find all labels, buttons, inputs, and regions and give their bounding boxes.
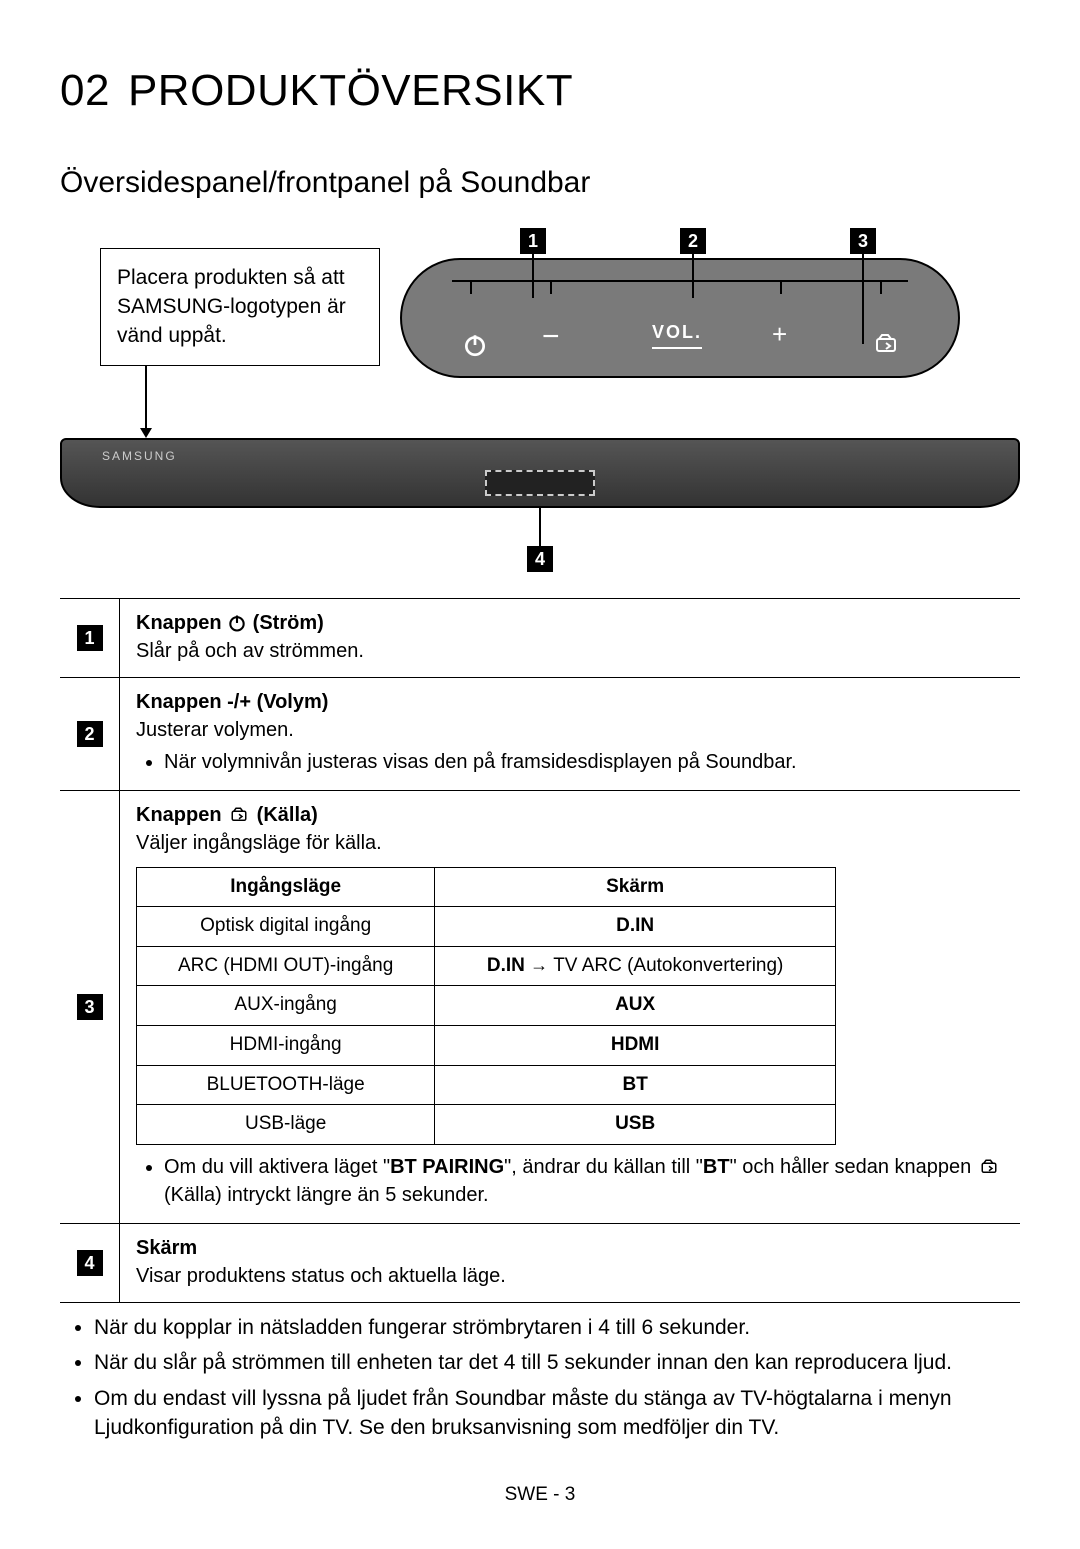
footnotes: När du kopplar in nätsladden fungerar st… (60, 1313, 1020, 1443)
orientation-callout: Placera produkten så att SAMSUNG-logotyp… (100, 248, 380, 366)
row-marker: 3 (77, 994, 103, 1020)
item2-bullet: När volymnivån justeras visas den på fra… (164, 748, 1008, 776)
feature-table: 1 Knappen (Ström) Slår på och av strömme… (60, 598, 1020, 1303)
rail-tick (470, 280, 472, 294)
volume-label: VOL. (652, 320, 702, 349)
source-icon (872, 332, 900, 365)
note-item: När du kopplar in nätsladden fungerar st… (94, 1313, 1020, 1342)
volume-minus-icon: − (542, 316, 560, 358)
item4-desc: Visar produktens status och aktuella läg… (136, 1265, 506, 1287)
top-panel: − VOL. + (400, 258, 960, 378)
row-content: Knappen (Ström) Slår på och av strömmen. (120, 599, 1020, 677)
source-icon (227, 806, 251, 824)
table-row: USB-läge USB (137, 1105, 836, 1145)
table-row: HDMI-ingång HDMI (137, 1025, 836, 1065)
rail-tick (780, 280, 782, 294)
feature-row-1: 1 Knappen (Ström) Slår på och av strömme… (60, 599, 1020, 678)
item4-title: Skärm (136, 1237, 197, 1259)
table-row: BLUETOOTH-läge BT (137, 1065, 836, 1105)
item3-title: Knappen (Källa) (136, 804, 318, 826)
row-marker: 4 (77, 1250, 103, 1276)
note-item: Om du endast vill lyssna på ljudet från … (94, 1384, 1020, 1443)
row-marker-cell: 1 (60, 599, 120, 677)
marker-line (539, 508, 541, 546)
row-marker-cell: 3 (60, 791, 120, 1223)
arrow-right-icon: → (530, 955, 553, 975)
marker-line (532, 254, 534, 298)
callout-arrow (145, 361, 147, 436)
row-content: Skärm Visar produktens status och aktuel… (120, 1224, 1020, 1302)
marker-line (862, 254, 864, 344)
page-footer: SWE - 3 (60, 1482, 1020, 1509)
product-diagram: Placera produkten så att SAMSUNG-logotyp… (60, 228, 1020, 588)
item2-title: Knappen -/+ (Volym) (136, 691, 328, 713)
display-slot (485, 470, 595, 496)
input-mode-table: Ingångsläge Skärm Optisk digital ingång … (136, 867, 836, 1145)
feature-row-3: 3 Knappen (Källa) Väljer ingångsläge för… (60, 791, 1020, 1224)
diagram-marker-3: 3 (850, 228, 876, 254)
source-icon (977, 1158, 1001, 1176)
item2-desc: Justerar volymen. (136, 719, 294, 741)
diagram-marker-1: 1 (520, 228, 546, 254)
subtitle: Översidespanel/frontpanel på Soundbar (60, 162, 1020, 204)
power-icon (462, 332, 488, 367)
feature-row-2: 2 Knappen -/+ (Volym) Justerar volymen. … (60, 678, 1020, 791)
note-item: När du slår på strömmen till enheten tar… (94, 1348, 1020, 1377)
volume-plus-icon: + (772, 316, 787, 352)
col-mode: Ingångsläge (137, 867, 435, 907)
power-icon (227, 613, 247, 633)
row-content: Knappen -/+ (Volym) Justerar volymen. Nä… (120, 678, 1020, 790)
section-title: 02 PRODUKTÖVERSIKT (60, 60, 1020, 122)
feature-row-4: 4 Skärm Visar produktens status och aktu… (60, 1224, 1020, 1303)
row-marker: 1 (77, 625, 103, 651)
diagram-marker-2: 2 (680, 228, 706, 254)
annotation-rail (452, 280, 908, 282)
table-row: AUX-ingång AUX (137, 986, 836, 1026)
soundbar-body: SAMSUNG (60, 438, 1020, 508)
marker-line (692, 254, 694, 298)
item1-desc: Slår på och av strömmen. (136, 640, 364, 662)
samsung-logo: SAMSUNG (102, 448, 177, 465)
table-row: Optisk digital ingång D.IN (137, 907, 836, 947)
item1-title: Knappen (Ström) (136, 612, 324, 634)
section-title-text: PRODUKTÖVERSIKT (128, 66, 573, 115)
row-marker: 2 (77, 721, 103, 747)
row-marker-cell: 2 (60, 678, 120, 790)
table-row: ARC (HDMI OUT)-ingång D.IN → TV ARC (Aut… (137, 946, 836, 986)
col-screen: Skärm (435, 867, 836, 907)
section-number: 02 (60, 66, 110, 115)
diagram-marker-4: 4 (527, 546, 553, 572)
row-content: Knappen (Källa) Väljer ingångsläge för k… (120, 791, 1020, 1223)
item3-bullet: Om du vill aktivera läget "BT PAIRING", … (164, 1153, 1008, 1209)
item3-desc: Väljer ingångsläge för källa. (136, 832, 382, 854)
row-marker-cell: 4 (60, 1224, 120, 1302)
rail-tick (880, 280, 882, 294)
rail-tick (550, 280, 552, 294)
